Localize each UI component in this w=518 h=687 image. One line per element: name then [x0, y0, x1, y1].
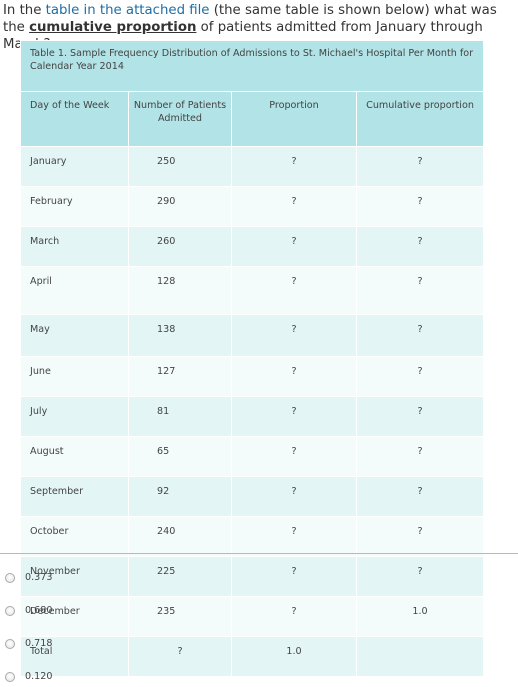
answer-option[interactable]: 0.373: [5, 572, 52, 583]
cumulative-cell: ?: [355, 476, 485, 517]
table-caption: Table 1. Sample Frequency Distribution o…: [19, 40, 485, 92]
radio-button[interactable]: [5, 572, 15, 583]
table-total-row: Total? 1.0: [20, 636, 485, 677]
answer-option[interactable]: 0.680: [5, 605, 52, 616]
proportion-cell: ?: [231, 516, 357, 557]
count-cell: 250: [128, 146, 232, 187]
month-cell: July: [20, 396, 129, 437]
month-cell: March: [20, 226, 129, 267]
table-row: April 128??: [20, 266, 485, 315]
answer-option[interactable]: 0.120: [5, 671, 52, 682]
month-cell: September: [20, 476, 129, 517]
count-cell: 290: [128, 186, 232, 227]
attached-file-link[interactable]: table in the attached file: [45, 3, 210, 18]
radio-button[interactable]: [5, 671, 15, 682]
table-row: December 235? 1.0: [20, 596, 485, 637]
proportion-cell: ?: [231, 146, 357, 187]
month-cell: November: [20, 556, 129, 597]
month-cell: December: [20, 596, 129, 637]
total-proportion: 1.0: [231, 636, 357, 677]
proportion-cell: ?: [231, 556, 357, 597]
table-row: July 81??: [20, 396, 485, 437]
count-cell: 81: [128, 396, 232, 437]
proportion-cell: ?: [231, 314, 357, 357]
header-month: Day of the Week: [20, 91, 129, 147]
option-label[interactable]: 0.373: [25, 572, 53, 583]
frequency-table: Table 1. Sample Frequency Distribution o…: [19, 40, 485, 677]
table-row: September 92??: [20, 476, 485, 517]
proportion-cell: ?: [231, 476, 357, 517]
month-cell: October: [20, 516, 129, 557]
count-cell: 225: [128, 556, 232, 597]
table-row: May 138??: [20, 314, 485, 357]
total-count: ?: [128, 636, 232, 677]
month-cell: February: [20, 186, 129, 227]
radio-button[interactable]: [5, 638, 15, 649]
month-cell: April: [20, 266, 129, 315]
cumulative-cell: ?: [355, 226, 485, 267]
cumulative-cell: ?: [355, 356, 485, 397]
count-cell: 138: [128, 314, 232, 357]
table-row: August 65??: [20, 436, 485, 477]
proportion-cell: ?: [231, 396, 357, 437]
count-cell: 235: [128, 596, 232, 637]
cumulative-cell: ?: [355, 146, 485, 187]
proportion-cell: ?: [231, 356, 357, 397]
count-cell: 260: [128, 226, 232, 267]
count-cell: 92: [128, 476, 232, 517]
cumulative-cell: ?: [355, 186, 485, 227]
option-label[interactable]: 0.718: [25, 638, 53, 649]
answer-option[interactable]: 0.718: [5, 638, 52, 649]
cumulative-cell: 1.0: [355, 596, 485, 637]
option-label[interactable]: 0.120: [25, 671, 53, 682]
table-row: June 127??: [20, 356, 485, 397]
count-cell: 127: [128, 356, 232, 397]
count-cell: 128: [128, 266, 232, 315]
proportion-cell: ?: [231, 266, 357, 315]
table-row: January 250??: [20, 146, 485, 187]
option-label[interactable]: 0.680: [25, 605, 53, 616]
table-row: October 240??: [20, 516, 485, 557]
month-cell: May: [20, 314, 129, 357]
month-cell: January: [20, 146, 129, 187]
header-proportion: Proportion: [231, 91, 357, 147]
proportion-cell: ?: [231, 186, 357, 227]
proportion-cell: ?: [231, 596, 357, 637]
cumulative-cell: ?: [355, 266, 485, 315]
question-term: cumulative proportion: [29, 20, 197, 35]
table-row: February 290??: [20, 186, 485, 227]
cumulative-cell: ?: [355, 556, 485, 597]
month-cell: June: [20, 356, 129, 397]
cumulative-cell: ?: [355, 516, 485, 557]
count-cell: 240: [128, 516, 232, 557]
table-row: March 260??: [20, 226, 485, 267]
count-cell: 65: [128, 436, 232, 477]
cumulative-cell: ?: [355, 314, 485, 357]
month-cell: August: [20, 436, 129, 477]
cumulative-cell: ?: [355, 436, 485, 477]
header-count: Number of Patients Admitted: [128, 91, 232, 147]
radio-button[interactable]: [5, 605, 15, 616]
proportion-cell: ?: [231, 436, 357, 477]
total-cumulative: [355, 636, 485, 677]
cumulative-cell: ?: [355, 396, 485, 437]
divider: [0, 553, 518, 554]
table-row: November 225??: [20, 556, 485, 597]
proportion-cell: ?: [231, 226, 357, 267]
header-cumulative: Cumulative proportion: [355, 91, 485, 147]
